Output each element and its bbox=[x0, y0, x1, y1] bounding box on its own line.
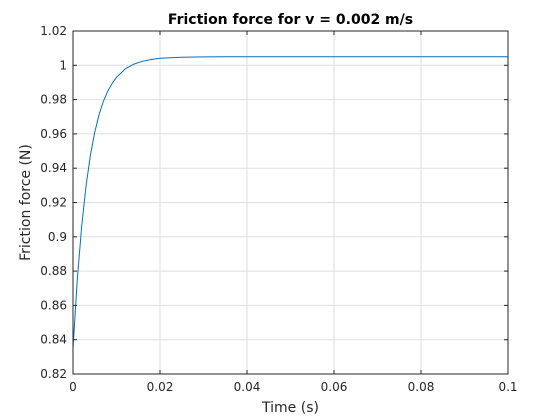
y-tick-label: 1.02 bbox=[40, 24, 67, 38]
x-tick-label: 0.02 bbox=[147, 380, 174, 394]
y-tick-label: 0.98 bbox=[40, 93, 67, 107]
x-tick-label: 0 bbox=[69, 380, 77, 394]
y-tick-label: 0.86 bbox=[40, 298, 67, 312]
y-tick-label: 0.92 bbox=[40, 196, 67, 210]
x-tick-label: 0.06 bbox=[321, 380, 348, 394]
x-tick-label: 0.08 bbox=[408, 380, 435, 394]
series-group bbox=[72, 56, 508, 349]
tick-marks bbox=[72, 30, 509, 375]
x-tick-label: 0.04 bbox=[234, 380, 261, 394]
x-axis-label: Time (s) bbox=[261, 400, 319, 416]
y-tick-label: 0.9 bbox=[48, 230, 67, 244]
y-tick-label: 0.82 bbox=[40, 367, 67, 381]
grid-lines bbox=[73, 31, 508, 374]
x-tick-labels: 0 0.02 0.04 0.06 0.08 0.1 bbox=[69, 380, 517, 394]
chart-title: Friction force for v = 0.002 m/s bbox=[168, 12, 413, 28]
y-tick-label: 0.96 bbox=[40, 127, 67, 141]
plot-area: 0 0.02 0.04 0.06 0.08 0.1 0.82 0.84 0.86 0.88 0.9… bbox=[40, 24, 517, 394]
y-tick-label: 0.88 bbox=[40, 264, 67, 278]
y-tick-label: 0.94 bbox=[40, 161, 67, 175]
y-tick-label: 0.84 bbox=[40, 333, 67, 347]
x-tick-label: 0.1 bbox=[498, 380, 517, 394]
y-tick-label: 1 bbox=[59, 58, 67, 72]
y-tick-labels: 0.82 0.84 0.86 0.88 0.9 0.92 0.94 0.96 0.98 1 1.02 bbox=[40, 24, 67, 381]
y-axis-label: Friction force (N) bbox=[18, 144, 34, 261]
series-line bbox=[72, 56, 508, 349]
